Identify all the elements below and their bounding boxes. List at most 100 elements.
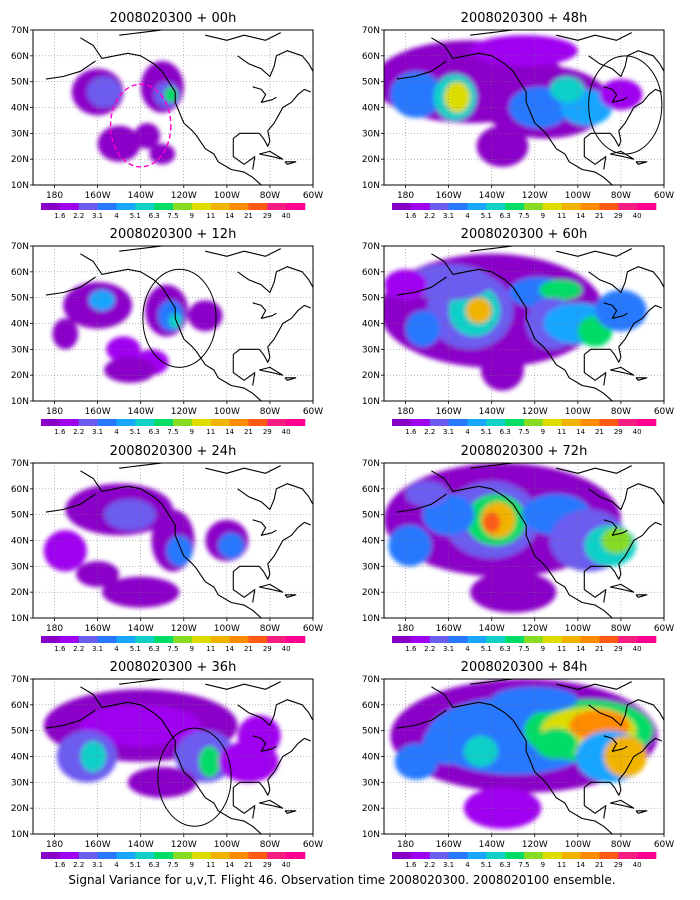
lat-tick-label: 10N [11, 397, 29, 407]
lat-tick-label: 50N [11, 78, 29, 88]
colorbar-label: 7.5 [167, 428, 178, 436]
colorbar-label: 11 [557, 861, 566, 869]
variance-region [444, 81, 471, 113]
lon-tick-label: 120W [171, 624, 197, 634]
colorbar-swatch [429, 636, 449, 643]
colorbar-label: 9 [190, 861, 194, 869]
lon-tick-label: 80W [611, 191, 631, 201]
panel-title: 2008020300 + 12h [110, 227, 237, 242]
colorbar-swatch [580, 419, 600, 426]
lat-tick-label: 50N [362, 78, 380, 88]
lat-tick-label: 30N [362, 129, 380, 139]
lat-tick-label: 20N [362, 155, 380, 165]
colorbar-swatch [78, 419, 98, 426]
colorbar-swatch [154, 636, 174, 643]
colorbar-swatch [599, 419, 619, 426]
colorbar-swatch [267, 203, 287, 210]
lon-tick-label: 100W [565, 624, 591, 634]
colorbar-label: 5.1 [130, 861, 141, 869]
lat-tick-label: 70N [362, 459, 380, 469]
variance-region [463, 787, 542, 829]
colorbar-swatch [467, 852, 487, 859]
coastline [45, 463, 313, 618]
lat-tick-label: 60N [11, 701, 29, 711]
map-panel-24h: 2008020300 + 24h 180 160W 140W 120W 100W 80W 60… [11, 444, 323, 653]
lon-tick-label: 60W [303, 840, 323, 850]
colorbar-label: 4 [114, 645, 119, 653]
colorbar-label: 4 [114, 861, 119, 869]
colorbar-label: 2.2 [73, 645, 84, 653]
lat-tick-label: 10N [362, 830, 380, 840]
lon-tick-label: 180 [397, 840, 414, 850]
variance-region [149, 143, 176, 165]
lon-tick-label: 120W [522, 624, 548, 634]
colorbar-label: 6.3 [149, 428, 160, 436]
lat-tick-label: 70N [362, 242, 380, 252]
colorbar-label: 6.3 [149, 645, 160, 653]
colorbar-label: 5.1 [130, 645, 141, 653]
panel-title: 2008020300 + 48h [461, 11, 588, 26]
lon-tick-label: 140W [479, 624, 505, 634]
colorbar-label: 1.6 [405, 212, 417, 220]
map-panel-60h: 2008020300 + 60h 180 160W 140W 120W 100W 80W 60… [362, 227, 674, 436]
colorbar-label: 3.1 [92, 861, 103, 869]
lon-tick-label: 180 [46, 624, 63, 634]
colorbar-swatch [599, 636, 619, 643]
lon-tick-label: 80W [260, 191, 280, 201]
lat-tick-label: 20N [362, 804, 380, 814]
colorbar-swatch [429, 203, 449, 210]
lat-tick-label: 70N [11, 675, 29, 685]
variance-region [465, 297, 492, 324]
coastline [45, 679, 313, 834]
lat-tick-label: 10N [362, 181, 380, 191]
colorbar-swatch [410, 852, 431, 859]
colorbar-swatch [154, 419, 174, 426]
lat-tick-label: 50N [11, 727, 29, 737]
lon-tick-label: 80W [611, 840, 631, 850]
colorbar-swatch [561, 419, 581, 426]
colorbar-label: 4 [114, 428, 119, 436]
colorbar-swatch [191, 852, 212, 859]
target-circle [588, 55, 663, 155]
variance-region [463, 735, 499, 767]
lat-tick-label: 40N [362, 537, 380, 547]
colorbar-label: 29 [263, 428, 272, 436]
lon-tick-label: 100W [214, 191, 240, 201]
colorbar-label: 2.2 [73, 428, 84, 436]
lat-tick-label: 20N [11, 804, 29, 814]
colorbar: 1.6 2.2 3.1 4 5.1 6.3 7.5 9 11 14 21 29 40 [392, 852, 657, 869]
target-circle [157, 727, 232, 827]
variance-region [483, 512, 501, 533]
lon-tick-label: 180 [46, 407, 63, 417]
variance-field [33, 463, 313, 618]
variance-region [599, 79, 643, 111]
lon-tick-label: 160W [436, 191, 462, 201]
colorbar-label: 2.2 [73, 861, 84, 869]
colorbar-swatch [580, 852, 600, 859]
colorbar-label: 14 [225, 428, 234, 436]
map-panel-12h: 2008020300 + 12h 180 160W 140W 120W 100W 80W 60… [11, 227, 323, 436]
lat-tick-label: 30N [362, 345, 380, 355]
colorbar-label: 21 [595, 645, 604, 653]
variance-region [52, 318, 79, 350]
panel-title: 2008020300 + 84h [461, 660, 588, 675]
colorbar-swatch [116, 419, 136, 426]
colorbar-swatch [392, 636, 412, 643]
colorbar-swatch [637, 636, 657, 643]
variance-region [595, 289, 647, 332]
colorbar-label: 11 [557, 212, 566, 220]
lat-tick-label: 10N [11, 614, 29, 624]
colorbar-swatch [524, 419, 544, 426]
colorbar-label: 2.2 [424, 861, 435, 869]
colorbar-label: 40 [282, 861, 291, 869]
variance-region [198, 746, 221, 778]
colorbar-swatch [210, 419, 230, 426]
colorbar-label: 2.2 [424, 212, 435, 220]
colorbar-swatch [248, 419, 268, 426]
colorbar-swatch [116, 203, 136, 210]
lon-tick-label: 60W [654, 407, 674, 417]
variance-region [476, 125, 529, 167]
colorbar-label: 7.5 [518, 428, 529, 436]
map-panel-36h: 2008020300 + 36h 180 160W 140W 120W 100W 80W 60… [11, 660, 323, 869]
colorbar-swatch [505, 419, 525, 426]
